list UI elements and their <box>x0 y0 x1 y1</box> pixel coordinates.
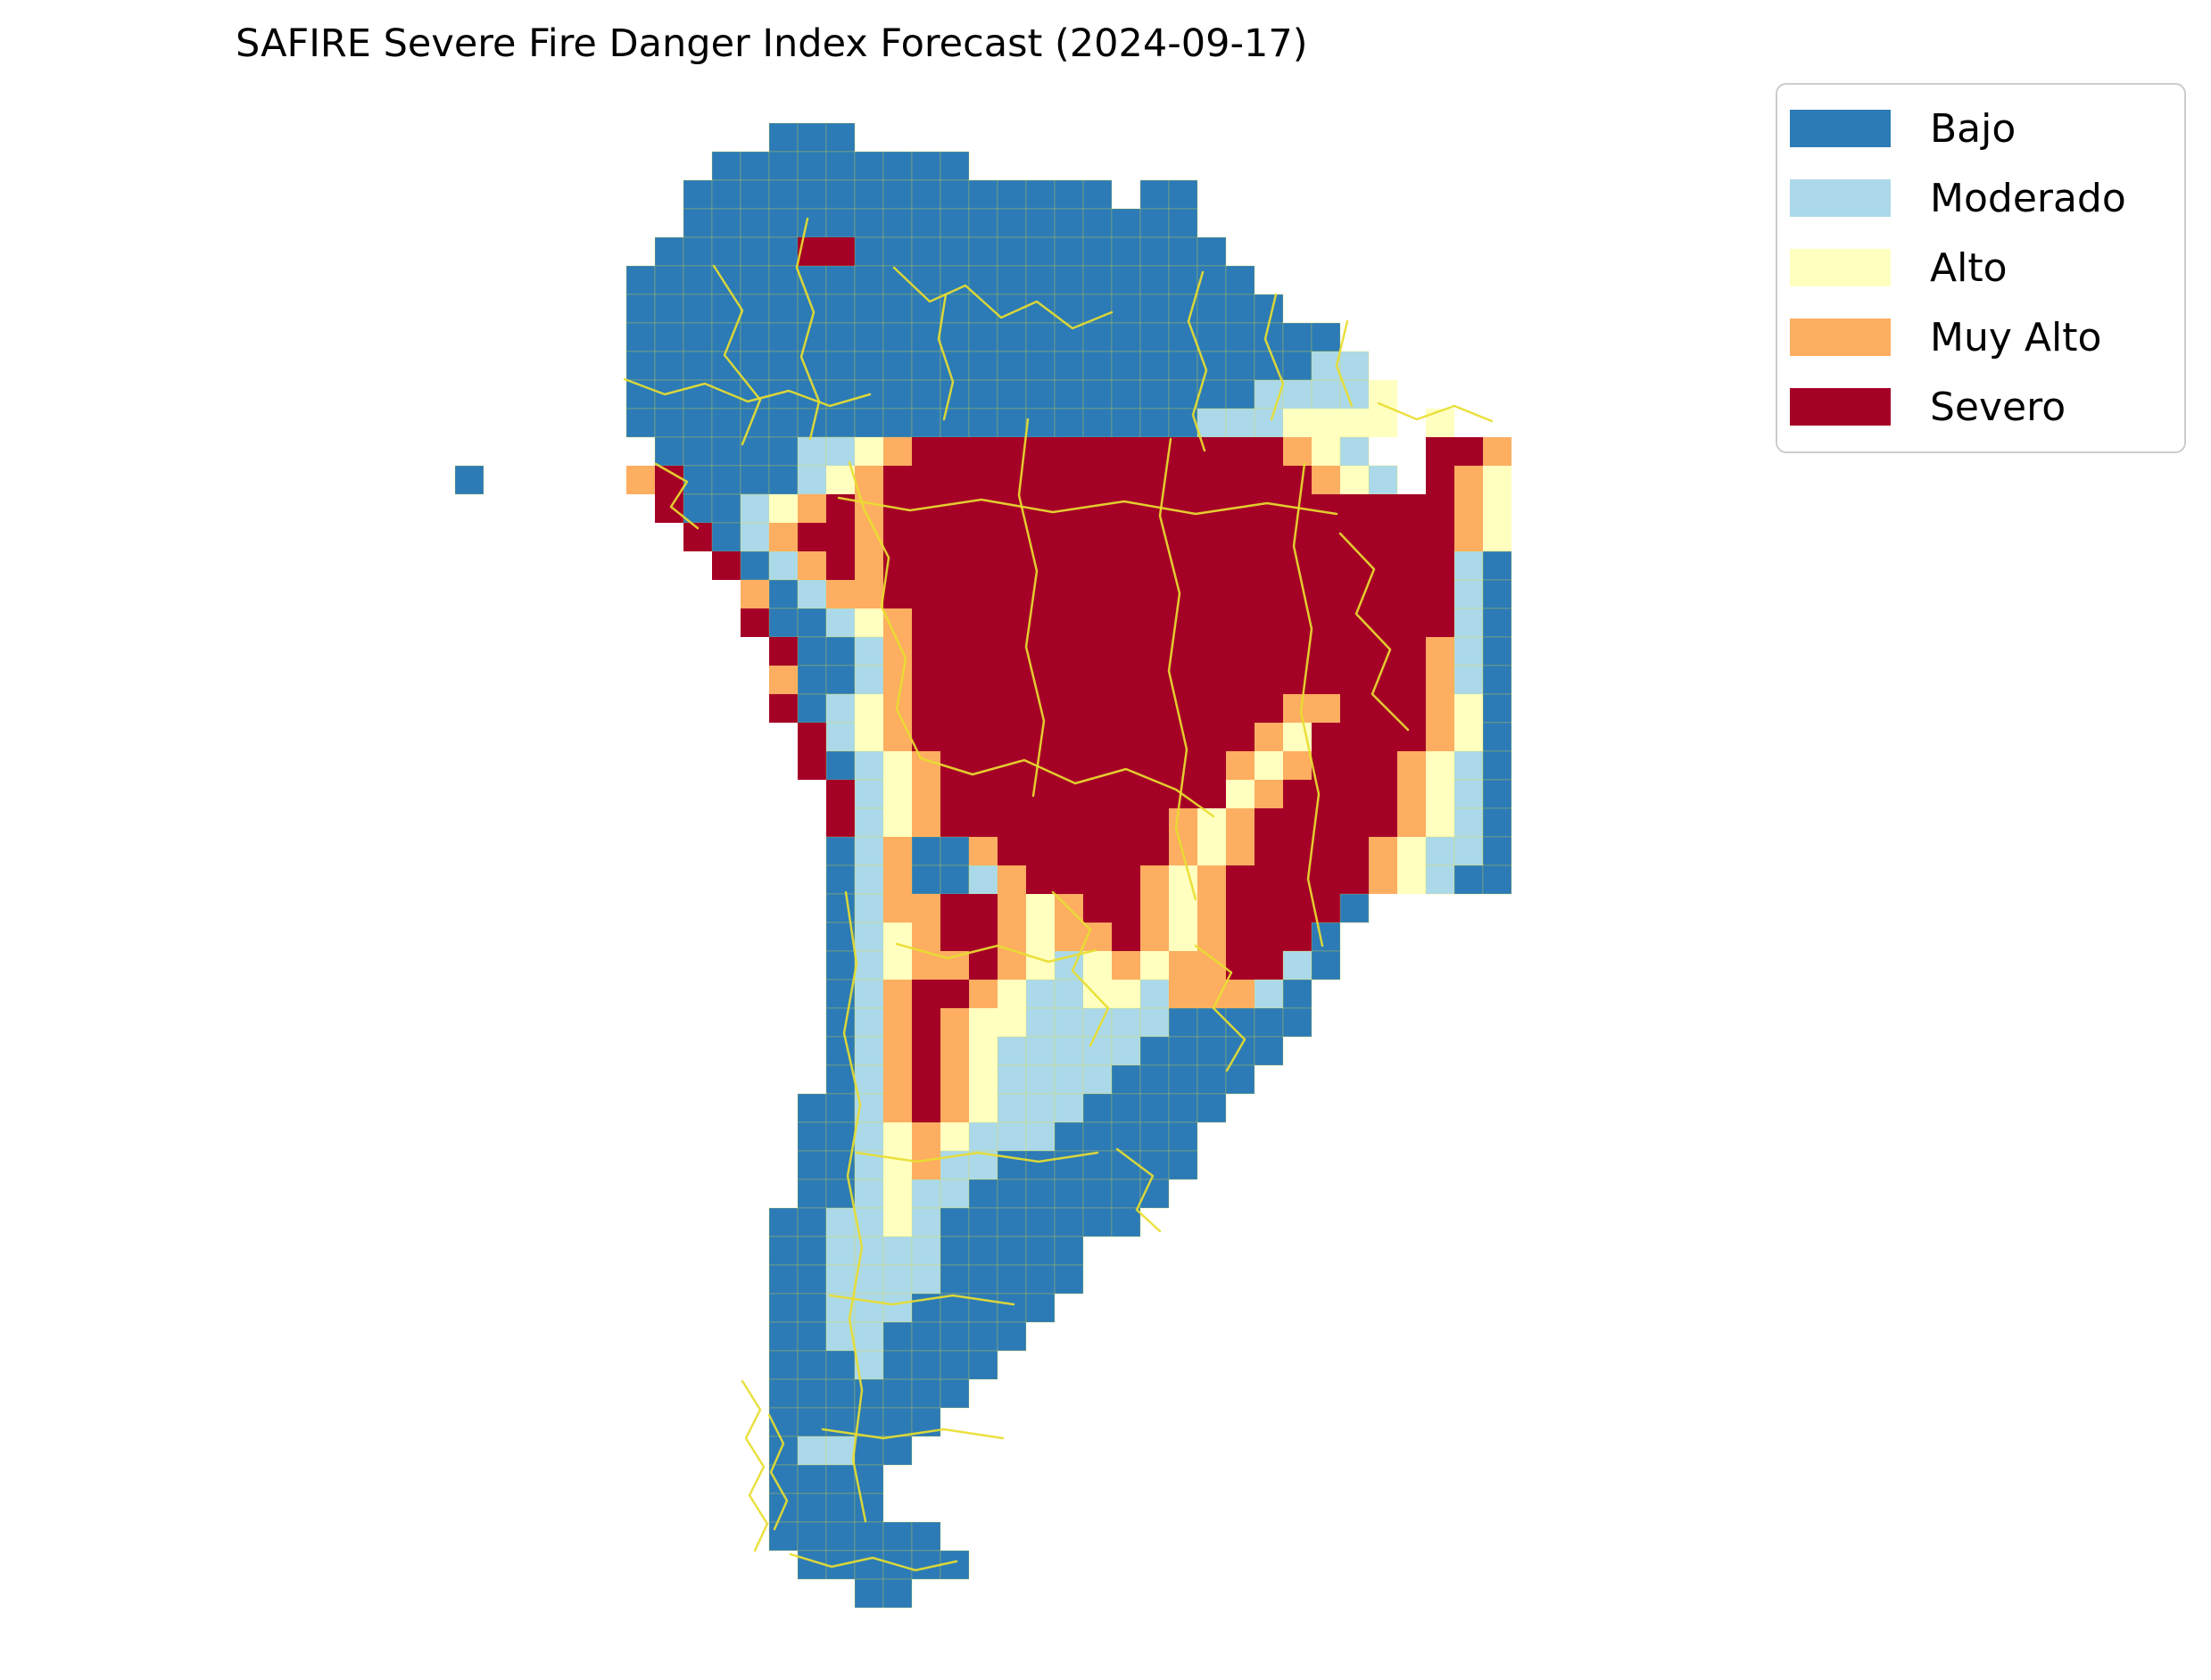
legend-label-severo: Severo <box>1930 384 2066 430</box>
admin-boundaries <box>623 217 1494 1572</box>
legend-item-bajo: Bajo <box>1790 94 2184 163</box>
raster-cells <box>454 122 1512 1609</box>
legend: Bajo Moderado Alto Muy Alto Severo <box>1776 83 2186 453</box>
legend-items: Bajo Moderado Alto Muy Alto Severo <box>1790 94 2184 442</box>
legend-swatch-moderado <box>1790 179 1891 217</box>
legend-label-alto: Alto <box>1930 244 2008 291</box>
legend-swatch-muy-alto <box>1790 319 1891 356</box>
legend-label-moderado: Moderado <box>1930 175 2126 221</box>
legend-item-moderado: Moderado <box>1790 163 2184 233</box>
legend-item-alto: Alto <box>1790 233 2184 302</box>
legend-item-severo: Severo <box>1790 372 2184 442</box>
legend-swatch-bajo <box>1790 110 1891 147</box>
legend-swatch-alto <box>1790 249 1891 286</box>
legend-label-muy-alto: Muy Alto <box>1930 314 2102 360</box>
legend-swatch-severo <box>1790 388 1891 426</box>
figure-title: SAFIRE Severe Fire Danger Index Forecast… <box>236 21 1308 66</box>
legend-item-muy-alto: Muy Alto <box>1790 302 2184 372</box>
legend-label-bajo: Bajo <box>1930 105 2016 152</box>
